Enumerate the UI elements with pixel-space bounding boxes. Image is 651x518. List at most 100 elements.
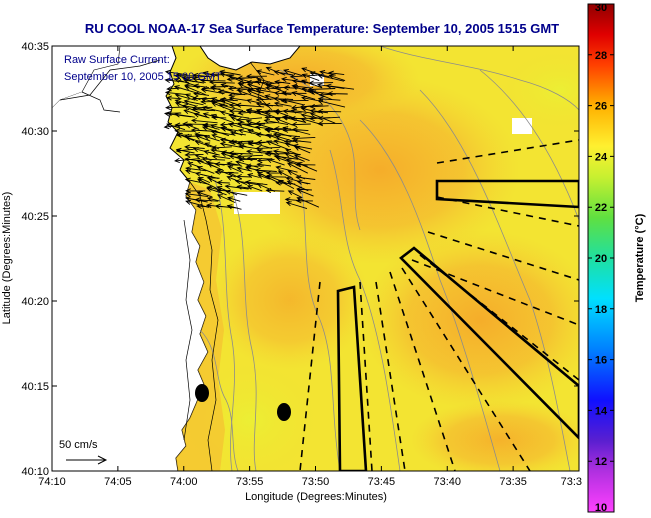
current-vector [192,72,212,78]
current-annotation-line1: Raw Surface Current: [64,54,170,66]
current-vector [196,191,213,198]
current-vector [275,134,295,142]
current-vector [284,152,305,162]
warm-patch [210,230,370,370]
current-vector [265,140,289,150]
x-tick-label: 74:05 [104,476,132,488]
current-vector [166,122,186,131]
current-vector [273,101,292,107]
current-vector [193,91,210,97]
current-vector [275,165,298,173]
current-vector [309,112,336,124]
current-vector [301,79,323,89]
current-vector [295,175,316,181]
colorbar-tick-label: 16 [595,355,607,367]
current-vector [228,92,249,98]
current-vector [175,147,195,154]
current-vector [255,87,275,94]
current-vector [327,91,348,97]
masked-cloud [234,192,280,214]
current-vector [273,96,294,102]
current-vector [206,187,227,196]
colorbar-tick-label: 24 [595,151,608,163]
current-vector [190,118,218,124]
current-vector [164,90,187,96]
colorbar-tick-label: 10 [595,502,607,514]
land-ny [199,46,301,71]
current-vector [238,156,258,163]
current-vector [236,184,252,190]
current-vector [230,140,248,148]
current-vector [211,145,232,151]
sampling-boxes [336,179,579,471]
current-vector [277,179,295,189]
current-vector [185,136,204,143]
current-vector [291,121,311,128]
current-vector [218,103,244,111]
current-vector [292,138,312,144]
colorbar-tick-label: 14 [595,405,608,417]
current-vector [245,73,267,79]
y-axis-label: Latitude (Degrees:Minutes) [1,192,13,325]
current-vector [244,179,268,186]
current-vector [328,70,345,76]
current-vector [226,161,242,167]
current-vector [197,176,211,184]
current-vector [293,145,311,154]
current-vector [203,134,220,142]
current-vector [228,150,254,156]
colorbar-tick-label: 28 [595,50,607,62]
current-vector [201,105,222,112]
current-vector [191,107,216,113]
current-vector [310,90,333,100]
y-tick-label: 40:20 [21,296,49,308]
current-vector [265,187,285,194]
scale-arrow [66,455,108,465]
current-vector [290,108,314,114]
current-vector [174,122,193,128]
current-vector [206,196,220,202]
x-tick-label: 73:55 [236,476,264,488]
current-vector [287,190,302,198]
current-vector [174,93,196,101]
current-vector [235,102,265,108]
current-vector [225,189,248,196]
current-vector [256,139,276,145]
current-vector [174,112,195,118]
current-vector [264,102,283,108]
current-vector [296,179,311,185]
current-vector [237,121,261,130]
x-tick-label: 73:45 [368,476,396,488]
current-vector [246,89,272,101]
current-vector [247,128,272,138]
current-vector [184,177,209,185]
current-vector [285,201,308,210]
y-tick-label: 40:10 [21,466,49,478]
masked-cloud [52,92,94,128]
x-tick-label: 74:00 [170,476,198,488]
coast-detail-lines [59,59,273,471]
plot-area [52,46,579,471]
current-vector [194,153,211,160]
current-vector [319,70,336,76]
colorbar [587,3,615,513]
current-vector [210,113,234,123]
current-vector [219,141,244,149]
current-vector [220,82,237,89]
current-vectors [163,66,355,210]
masked-cloud [52,46,121,109]
current-vector [317,108,342,114]
bathymetry-contours [199,46,579,471]
masked-cloud [52,210,150,240]
x-tick-label: 73:3 [561,476,582,488]
y-tick-label: 40:35 [21,41,49,53]
current-vector [296,189,314,197]
current-vector [317,99,346,108]
current-vector [194,197,219,203]
current-vector [216,168,236,178]
current-vector [194,134,211,142]
current-vector [246,98,269,106]
current-vector [193,83,209,89]
current-vector [165,105,186,111]
